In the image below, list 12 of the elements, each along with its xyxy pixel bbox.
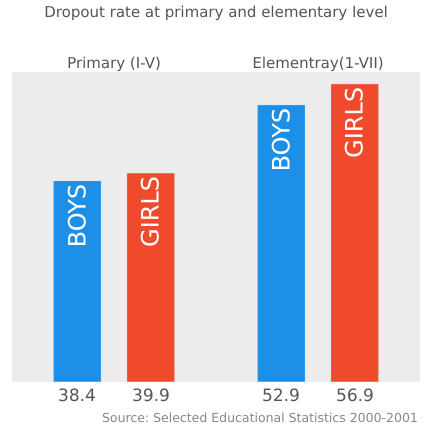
source-note: Source: Selected Educational Statistics 2000-2001	[102, 410, 418, 425]
data-label: 56.9	[336, 386, 374, 406]
data-label: 52.9	[262, 386, 300, 406]
text: BOYS	[267, 108, 296, 172]
text: GIRLS	[340, 86, 369, 158]
data-label: 38.4	[58, 386, 96, 406]
chart-title: Dropout rate at primary and elementary level	[44, 2, 388, 21]
x-tick-label: Elementray(1-VII)	[252, 54, 384, 72]
data-label: 39.9	[132, 386, 170, 406]
series-label: BOYS	[63, 184, 92, 248]
x-tick-label: Primary (I-V)	[67, 54, 161, 72]
series-label: GIRLS	[136, 176, 165, 247]
